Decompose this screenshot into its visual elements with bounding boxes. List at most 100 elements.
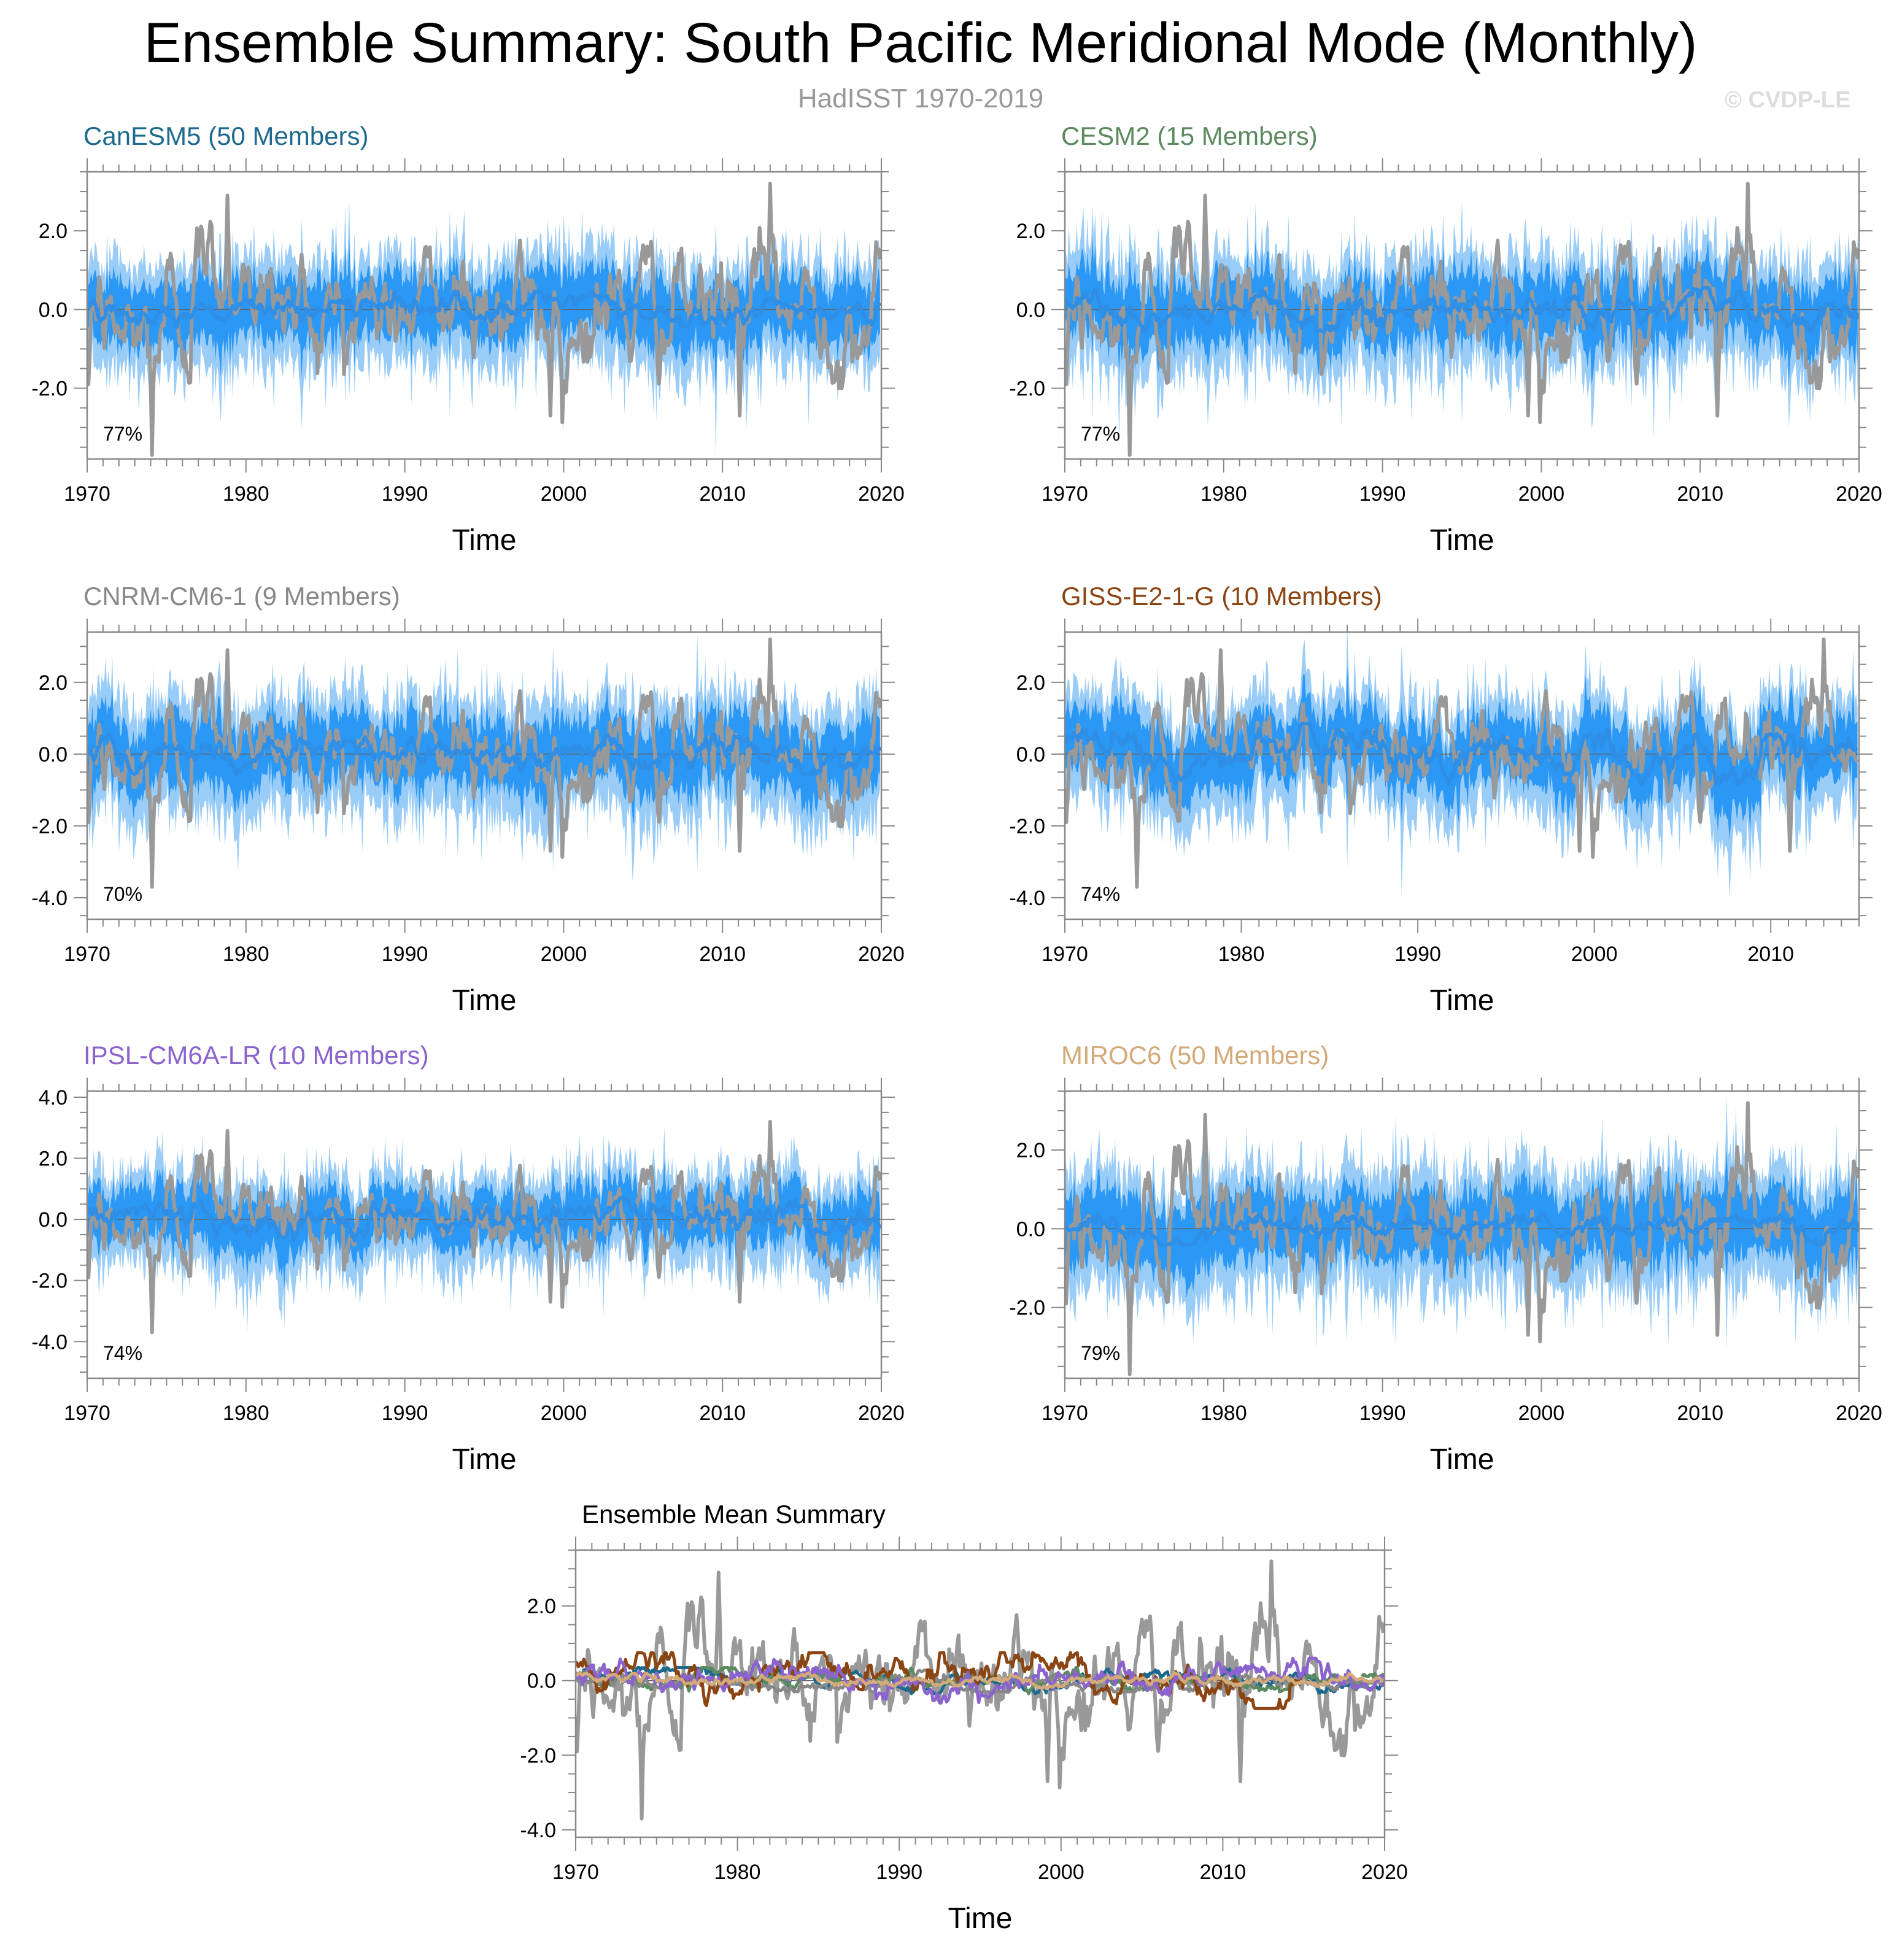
x-tick-label: 1980: [714, 1861, 761, 1884]
x-axis-label: Time: [452, 1443, 517, 1476]
x-tick-label: 1980: [1200, 482, 1247, 506]
chart-panel-6: Ensemble Mean Summary 1970 1980 1990 2000 201…: [520, 1500, 1407, 1935]
x-tick-label: 2010: [1677, 482, 1723, 506]
ensemble-mean-line: [1065, 286, 1859, 333]
observed-line: [1065, 182, 1859, 457]
observed-line: [87, 1119, 881, 1335]
x-tick-label: 2010: [699, 482, 746, 506]
y-tick-label: -2.0: [1009, 815, 1045, 838]
y-tick-label: -4.0: [520, 1819, 556, 1842]
y-tick-label: 0.0: [39, 1208, 68, 1232]
x-tick-label: 1980: [1218, 943, 1265, 966]
x-tick-label: 2020: [858, 943, 905, 966]
chart-panel-5: MIROC6 (50 Members) 1970 1980 1990 2000 2010 2…: [1009, 1041, 1882, 1476]
x-tick-label: 2000: [1518, 1402, 1565, 1425]
x-tick-label: 2000: [1571, 943, 1618, 966]
pattern-correlation: 79%: [1081, 1342, 1120, 1364]
y-tick-label: -4.0: [1009, 887, 1045, 910]
x-tick-label: 1970: [64, 1402, 110, 1425]
x-tick-label: 2020: [858, 1402, 905, 1425]
y-tick-label: 0.0: [1016, 298, 1045, 322]
x-tick-label: 1990: [382, 1402, 428, 1425]
y-tick-label: -2.0: [520, 1744, 556, 1767]
x-tick-label: 2000: [541, 1402, 587, 1425]
x-axis-label: Time: [1430, 984, 1494, 1017]
y-tick-label: -4.0: [31, 887, 68, 910]
y-tick-label: 2.0: [1016, 671, 1045, 695]
x-tick-label: 1970: [64, 943, 110, 966]
panel-title: IPSL-CM6A-LR (10 Members): [83, 1041, 428, 1070]
x-tick-label: 1990: [382, 482, 428, 506]
x-tick-label: 2020: [1836, 1402, 1882, 1425]
x-tick-label: 1990: [382, 943, 428, 966]
chart-panel-1: CESM2 (15 Members) 1970 1980 1990 2000 2010 20…: [1009, 122, 1882, 557]
x-tick-label: 2010: [1677, 1402, 1723, 1425]
y-tick-label: -4.0: [31, 1330, 68, 1354]
plot-area: [87, 182, 881, 459]
x-tick-label: 2010: [699, 943, 746, 966]
x-axis-label: Time: [452, 524, 517, 557]
y-tick-label: 2.0: [1016, 1139, 1045, 1162]
x-tick-label: 1990: [1359, 482, 1406, 506]
ensemble-mean-line: [1065, 1211, 1859, 1246]
x-tick-label: 2000: [541, 482, 587, 506]
x-tick-label: 1970: [552, 1861, 599, 1884]
chart-panel-2: CNRM-CM6-1 (9 Members) 1970 1980 1990 2000 20…: [31, 582, 904, 1017]
y-tick-label: 0.0: [39, 298, 68, 322]
y-tick-label: 0.0: [39, 743, 68, 766]
ensemble-mean-line: [87, 290, 881, 330]
x-tick-label: 1980: [223, 482, 269, 506]
ensemble-mean-line: [87, 732, 881, 776]
observed-line: [87, 182, 881, 457]
x-tick-label: 1980: [1200, 1402, 1247, 1425]
x-tick-label: 2010: [1747, 943, 1794, 966]
x-tick-label: 2020: [1836, 482, 1882, 506]
pattern-correlation: 77%: [1081, 423, 1120, 445]
figure-subtitle: HadISST 1970-2019: [797, 83, 1044, 114]
pattern-correlation: 74%: [1081, 883, 1120, 905]
x-axis-label: Time: [1430, 524, 1494, 557]
chart-panel-4: IPSL-CM6A-LR (10 Members) 1970 1980 1990 200…: [31, 1041, 904, 1476]
figure-title: Ensemble Summary: South Pacific Meridion…: [144, 12, 1698, 74]
x-tick-label: 1970: [1042, 943, 1088, 966]
panel-title: GISS-E2-1-G (10 Members): [1061, 582, 1382, 611]
y-tick-label: 2.0: [527, 1595, 556, 1618]
y-tick-label: 4.0: [39, 1086, 68, 1109]
x-tick-label: 1990: [1394, 943, 1441, 966]
x-axis-label: Time: [452, 984, 517, 1017]
panel-title: CanESM5 (50 Members): [83, 122, 368, 150]
y-tick-label: 0.0: [1016, 1217, 1045, 1241]
x-tick-label: 2000: [1518, 482, 1565, 506]
plot-frame: [1064, 631, 1860, 920]
y-tick-label: 2.0: [39, 671, 68, 695]
y-tick-label: -2.0: [31, 1270, 68, 1293]
y-tick-label: -2.0: [1009, 377, 1045, 401]
x-tick-label: 1980: [223, 1402, 269, 1425]
x-tick-label: 1970: [1042, 482, 1088, 506]
x-tick-label: 2000: [541, 943, 587, 966]
pattern-correlation: 74%: [103, 1342, 142, 1364]
plot-area: [1065, 632, 1859, 898]
x-tick-label: 1990: [1359, 1402, 1406, 1425]
chart-panel-3: GISS-E2-1-G (10 Members) 1970 1980 1990 2000…: [1009, 582, 1873, 1017]
model-mean-line: [576, 1656, 1385, 1705]
panel-title: MIROC6 (50 Members): [1061, 1041, 1329, 1070]
y-tick-label: 2.0: [1016, 220, 1045, 243]
pattern-correlation: 77%: [103, 423, 142, 445]
chart-panel-0: CanESM5 (50 Members) 1970 1980 1990 2000 2010…: [31, 122, 904, 557]
x-tick-label: 2020: [858, 482, 905, 506]
ensemble-mean-line: [87, 1196, 881, 1243]
x-tick-label: 1970: [1042, 1402, 1088, 1425]
y-tick-label: 2.0: [39, 1148, 68, 1171]
credit-watermark: © CVDP-LE: [1725, 87, 1851, 113]
y-tick-label: 2.0: [39, 220, 68, 243]
x-tick-label: 2000: [1038, 1861, 1084, 1884]
y-tick-label: 0.0: [1016, 743, 1045, 766]
x-tick-label: 1980: [223, 943, 269, 966]
x-tick-label: 2020: [1361, 1861, 1408, 1884]
pattern-correlation: 70%: [103, 883, 142, 905]
panel-title: CNRM-CM6-1 (9 Members): [83, 582, 400, 611]
x-tick-label: 2010: [1200, 1861, 1247, 1884]
y-tick-label: -2.0: [31, 377, 68, 401]
